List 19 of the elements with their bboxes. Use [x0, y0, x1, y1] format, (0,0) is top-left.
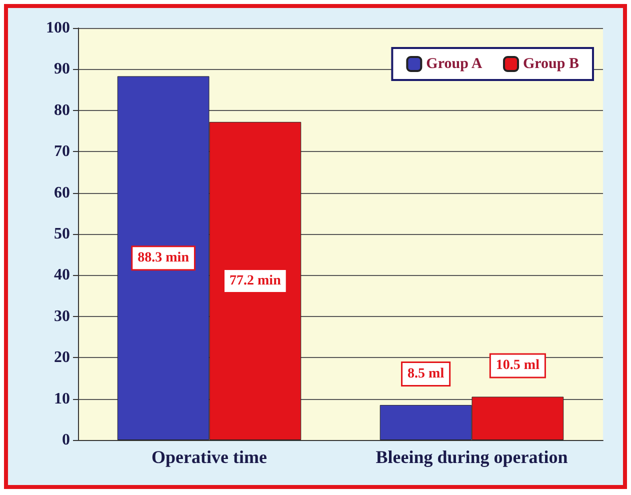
y-tick-label: 50 — [54, 226, 70, 242]
y-tick-label: 80 — [54, 102, 70, 119]
y-tick-label: 100 — [46, 20, 70, 36]
y-tick-label: 20 — [54, 349, 70, 366]
data-label: 77.2 min — [230, 273, 282, 288]
y-tick-label: 0 — [62, 432, 70, 448]
y-tick-label: 30 — [54, 308, 70, 325]
data-label: 8.5 ml — [408, 366, 444, 382]
x-tick-label: Operative time — [152, 447, 267, 467]
y-tick-label: 90 — [54, 60, 70, 78]
legend-label: Group B — [523, 56, 580, 72]
y-tick-label: 10 — [54, 390, 70, 408]
legend-label: Group A — [426, 56, 482, 72]
x-tick-label: Bleeing during operation — [376, 447, 568, 467]
data-label: 10.5 ml — [496, 358, 540, 374]
y-tick-label: 40 — [54, 266, 70, 284]
y-tick-label: 70 — [54, 143, 70, 160]
y-tick-label: 60 — [54, 184, 70, 202]
data-label: 88.3 min — [138, 250, 190, 266]
